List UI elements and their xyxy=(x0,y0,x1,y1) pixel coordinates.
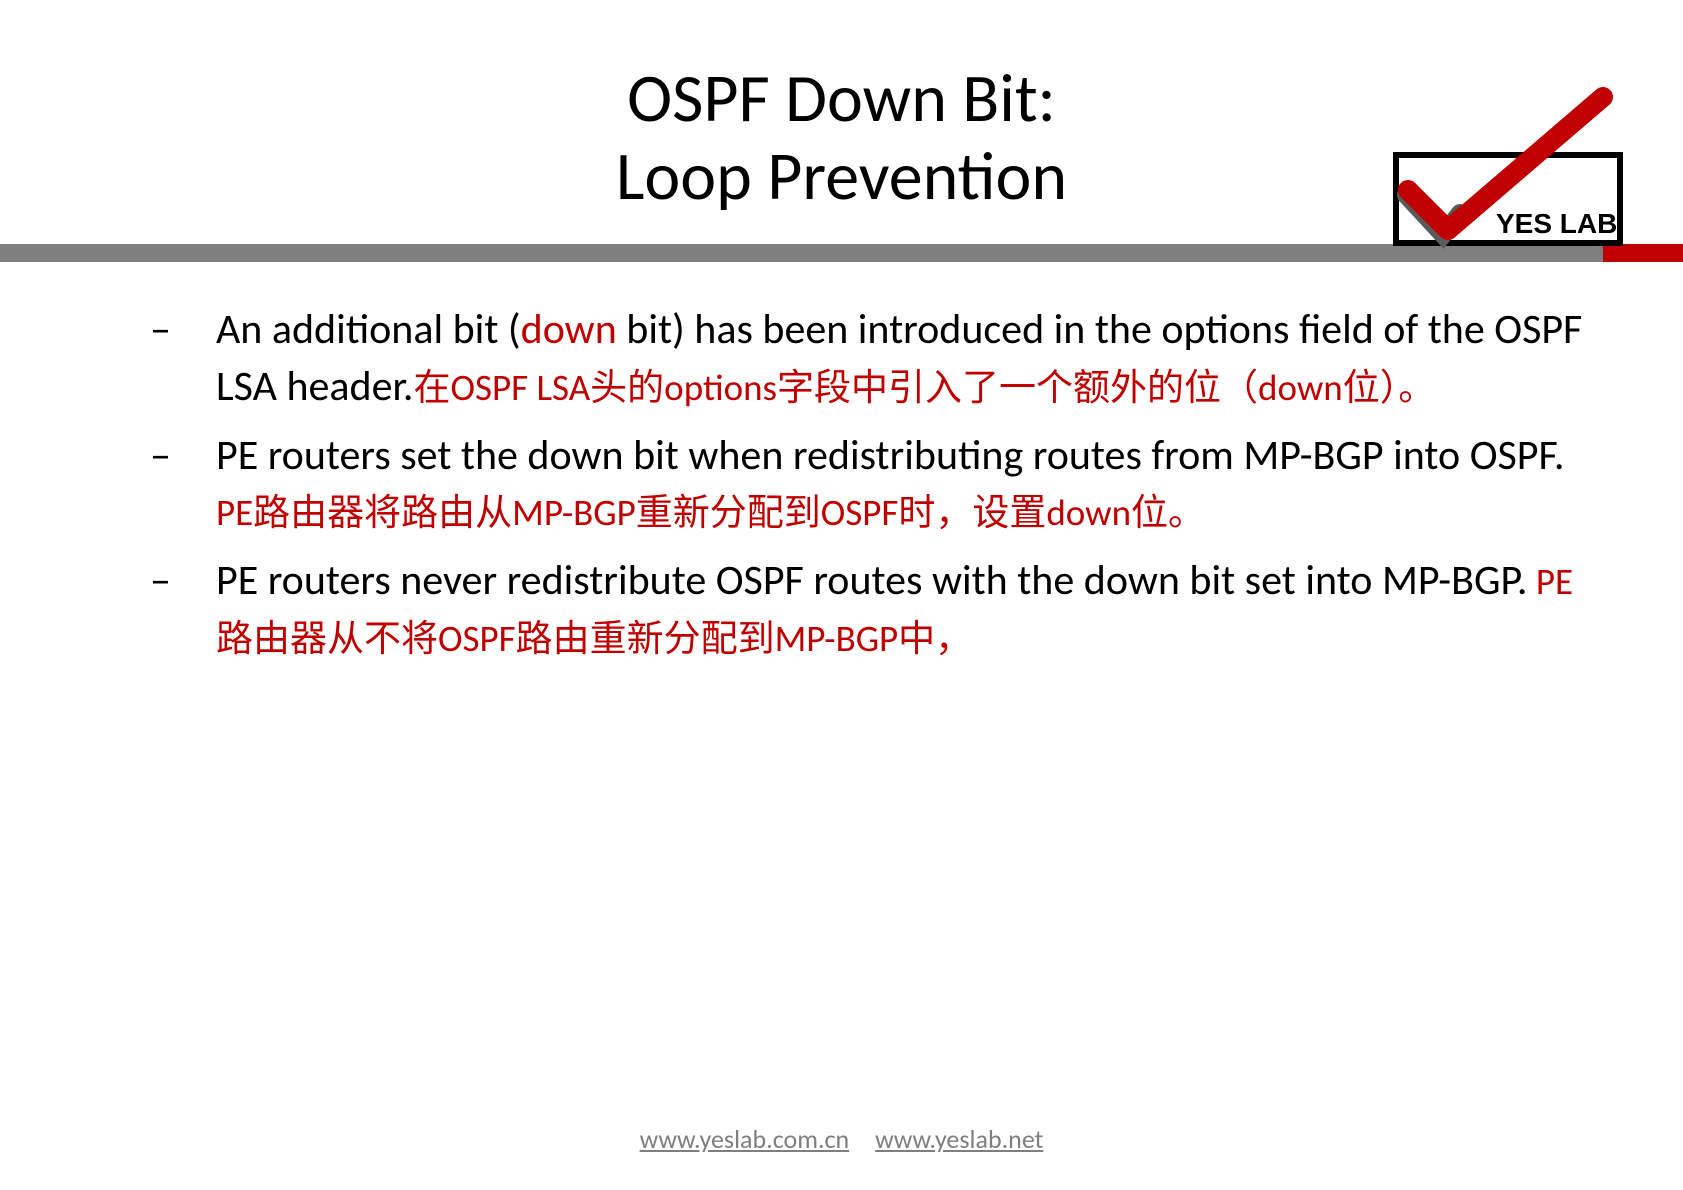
bullet-text: PE routers set the down bit when redistr… xyxy=(216,428,1593,541)
bullet-text: PE routers never redistribute OSPF route… xyxy=(216,553,1593,666)
yeslab-logo: YES LAB xyxy=(1388,85,1628,250)
bullet-text: An additional bit (down bit) has been in… xyxy=(216,302,1593,415)
bullet-3: – PE routers never redistribute OSPF rou… xyxy=(150,553,1593,666)
footer-link-2[interactable]: www.yeslab.net xyxy=(875,1123,1043,1155)
footer-link-1[interactable]: www.yeslab.com.cn xyxy=(640,1123,850,1155)
bullet-en: PE routers never redistribute OSPF route… xyxy=(216,555,1527,606)
bullet-zh: 在OSPF LSA头的options字段中引入了一个额外的位（down位）。 xyxy=(414,365,1436,410)
bullet-en-pre: An additional bit ( xyxy=(216,304,521,355)
bullet-dash: – xyxy=(150,553,216,610)
bullet-1: – An additional bit (down bit) has been … xyxy=(150,302,1593,415)
divider-gray xyxy=(0,244,1603,262)
bullet-en: PE routers set the down bit when redistr… xyxy=(216,430,1564,481)
logo-text: YES LAB xyxy=(1496,208,1617,239)
slide-footer: www.yeslab.com.cn www.yeslab.net xyxy=(0,1123,1683,1155)
bullet-highlight: down xyxy=(521,304,617,355)
bullet-2: – PE routers set the down bit when redis… xyxy=(150,428,1593,541)
bullet-dash: – xyxy=(150,302,216,359)
bullet-zh: PE路由器将路由从MP-BGP重新分配到OSPF时，设置down位。 xyxy=(216,490,1205,535)
bullet-dash: – xyxy=(150,428,216,485)
slide-body: – An additional bit (down bit) has been … xyxy=(0,262,1683,666)
